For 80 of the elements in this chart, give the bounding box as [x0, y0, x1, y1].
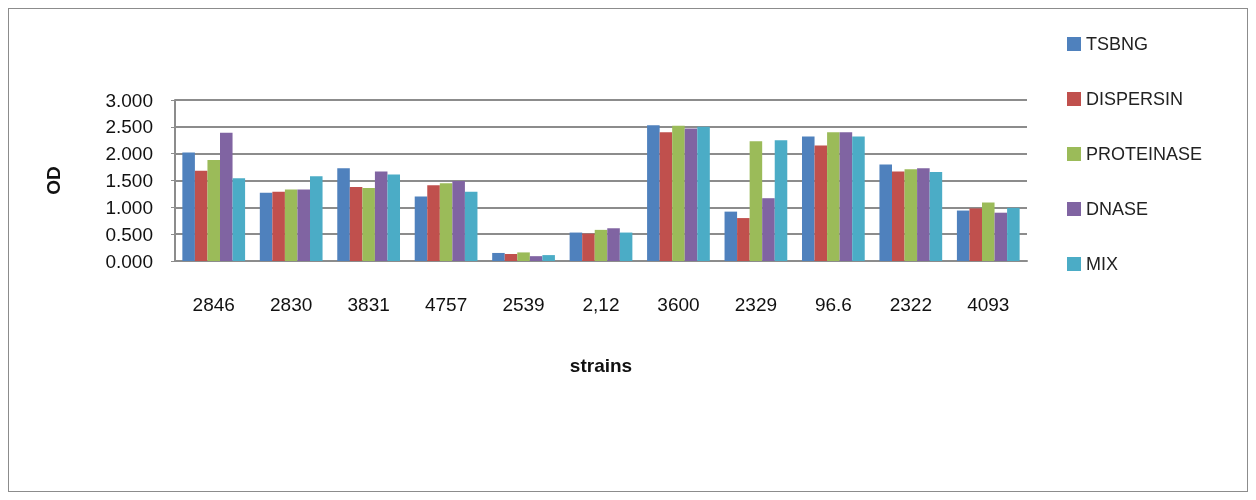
bar	[994, 212, 1008, 261]
bar	[492, 252, 505, 261]
bar	[762, 198, 775, 261]
x-tick-label: 2830	[270, 294, 313, 315]
bar	[917, 168, 930, 261]
bar	[879, 164, 892, 261]
bar	[569, 232, 583, 261]
bar	[956, 210, 970, 261]
bar	[697, 126, 710, 261]
y-tick-label: 1.000	[105, 196, 153, 218]
legend-label: DNASE	[1086, 199, 1149, 219]
bar	[439, 183, 453, 261]
bar	[582, 233, 595, 261]
x-tick-label: 3831	[347, 294, 390, 315]
bar	[387, 174, 401, 261]
x-tick-label: 2846	[192, 294, 235, 315]
bar	[452, 181, 465, 261]
x-tick-label: 96.6	[814, 294, 852, 315]
bar	[774, 140, 788, 261]
x-tick-label: 4757	[424, 294, 468, 315]
bar	[892, 171, 905, 261]
x-tick-label: 2322	[889, 294, 932, 315]
x-tick-label: 2,12	[582, 294, 620, 315]
bar	[852, 136, 865, 261]
y-tick-label: 2.500	[105, 116, 153, 138]
bar	[427, 185, 440, 261]
bar	[684, 128, 698, 261]
bar	[827, 132, 840, 261]
bar	[232, 178, 246, 261]
x-tick-label: 3600	[657, 294, 700, 315]
bar	[297, 189, 310, 261]
bar	[337, 168, 350, 261]
legend-label: DISPERSIN	[1086, 89, 1184, 109]
bar	[542, 255, 555, 261]
bar	[904, 169, 918, 261]
bar	[220, 132, 233, 261]
bar	[619, 232, 633, 261]
bar	[194, 170, 208, 261]
bar	[814, 145, 828, 261]
bar	[310, 176, 323, 261]
bar	[594, 229, 608, 261]
y-tick-label: 0.500	[105, 223, 153, 245]
x-axis-title: strains	[569, 355, 633, 376]
bar	[349, 186, 363, 261]
x-tick-label: 2539	[502, 294, 545, 315]
bar	[969, 208, 982, 261]
bar	[929, 171, 943, 261]
y-tick-label: 1.500	[105, 170, 153, 191]
x-tick-label: 4093	[967, 294, 1010, 315]
bar	[607, 228, 620, 261]
bar	[672, 125, 685, 261]
y-tick-label: 2.000	[105, 143, 153, 165]
bar	[659, 132, 673, 261]
bar	[374, 171, 388, 261]
bar	[517, 252, 530, 261]
x-tick-label: 2329	[734, 294, 778, 315]
bar	[414, 196, 428, 261]
bar	[529, 256, 543, 261]
bar	[272, 191, 285, 261]
bar	[1007, 207, 1020, 261]
bar	[801, 136, 815, 261]
bar	[724, 211, 738, 261]
bar	[259, 192, 273, 261]
bar	[647, 125, 660, 261]
bar	[737, 218, 750, 261]
y-axis-title: OD	[43, 166, 64, 195]
y-tick-label: 0.000	[105, 250, 153, 272]
bar	[504, 254, 518, 261]
bar	[982, 202, 995, 261]
bar	[464, 191, 478, 261]
bar	[207, 160, 220, 261]
legend-label: PROTEINASE	[1086, 144, 1203, 164]
y-tick-label: 3.000	[105, 89, 153, 111]
bar	[284, 189, 298, 261]
legend-label: MIX	[1086, 254, 1119, 274]
bar	[182, 152, 195, 261]
bar	[362, 188, 375, 261]
legend-label: TSBNG	[1086, 34, 1149, 54]
bar	[749, 141, 763, 261]
bar	[839, 132, 853, 261]
